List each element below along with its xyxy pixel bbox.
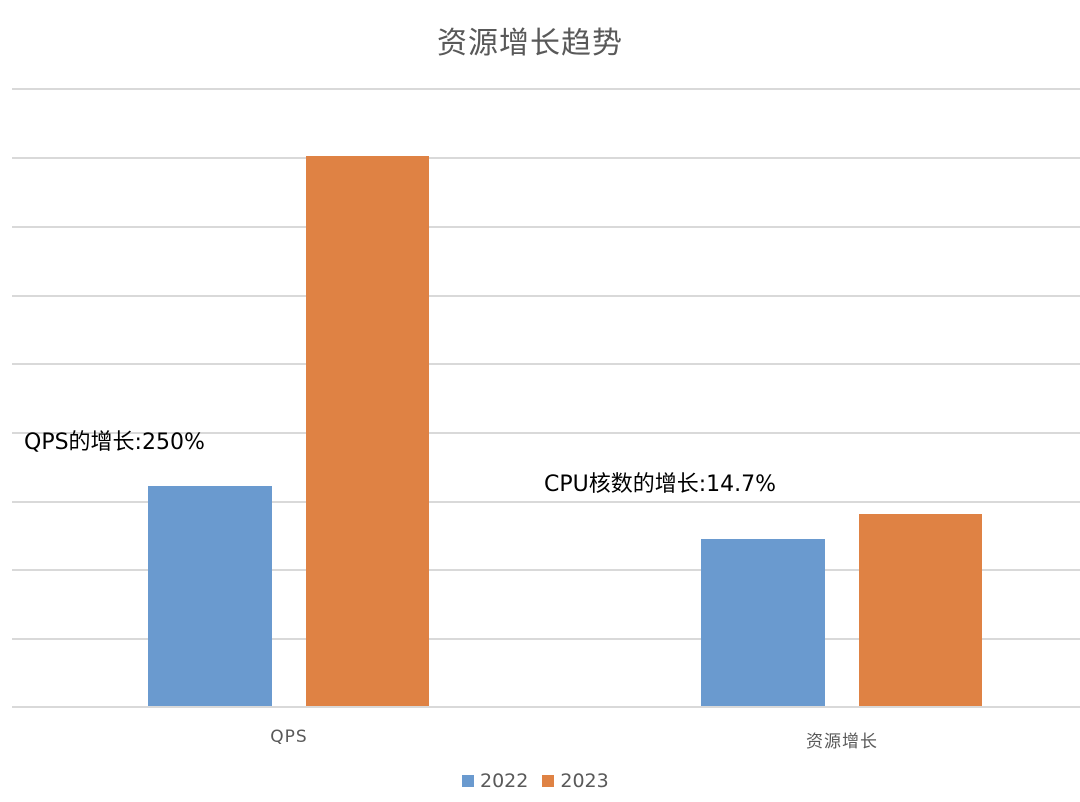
gridline: [12, 295, 1080, 297]
annotation-qps-growth: QPS的增长:250%: [24, 430, 205, 455]
x-tick-label-qps: QPS: [270, 727, 308, 747]
legend-item-2022: 2022: [462, 770, 528, 792]
bar-resource-2023: [859, 514, 982, 706]
x-axis-line: [12, 706, 1080, 708]
legend-label: 2023: [560, 770, 609, 792]
legend-label: 2022: [480, 770, 529, 792]
annotation-cpu-growth: CPU核数的增长:14.7%: [544, 472, 777, 497]
legend-item-2023: 2023: [542, 770, 609, 792]
bar-qps-2023: [306, 156, 429, 706]
gridline: [12, 226, 1080, 228]
gridline: [12, 638, 1080, 640]
gridline: [12, 363, 1080, 365]
gridline: [12, 569, 1080, 571]
bar-qps-2022: [148, 486, 272, 706]
gridline: [12, 88, 1080, 90]
gridline: [12, 501, 1080, 503]
legend: 2022 2023: [462, 770, 623, 792]
legend-swatch-2022: [462, 775, 474, 787]
x-tick-label-resource: 资源增长: [806, 732, 878, 752]
gridline: [12, 157, 1080, 159]
bar-resource-2022: [701, 539, 825, 706]
chart-title: 资源增长趋势: [437, 26, 623, 61]
plot-area: [12, 88, 1080, 708]
legend-swatch-2023: [542, 775, 555, 787]
gridline: [12, 432, 1080, 434]
